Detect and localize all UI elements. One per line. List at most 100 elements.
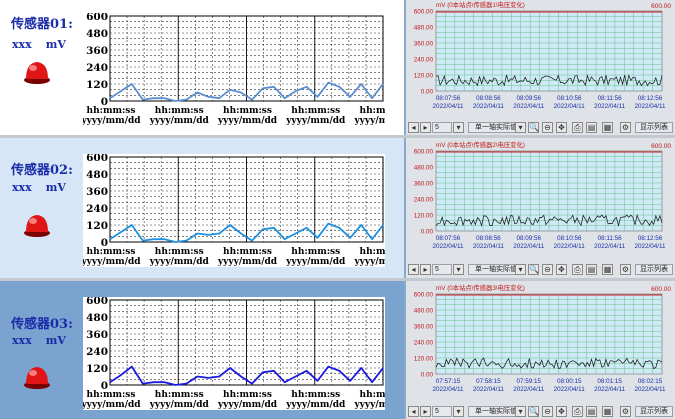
value-text: xxx [12,181,32,194]
x-time-label: hh:mm:ss [87,247,136,257]
scroll-left-button[interactable]: ◂ [408,264,419,275]
trend-title: mV (0本站点\传感器3\电压变化) [436,283,525,292]
y-tick-label: 0.00 [421,89,434,96]
grid-icon[interactable]: ▦ [602,406,613,417]
sensor-title: 传感器02: [11,163,73,178]
sensor-title: 传感器03: [11,317,73,332]
settings-icon[interactable]: ⚙ [620,122,631,133]
interval-field[interactable]: 5 [432,406,452,417]
print-icon[interactable]: ⎙ [572,122,583,133]
x-date-label: yyyy/mm/dd [285,116,346,126]
show-list-button[interactable]: 显示列表 [635,264,673,275]
sensor-value: xxx mV [12,38,80,51]
grid-icon[interactable]: ▦ [602,264,613,275]
x-time-label: 08:07:56 [436,235,461,242]
voltage-chart: 6004803602401200hh:mm:ssyyyy/mm/ddhh:mm:… [83,297,385,410]
sensor-row-3: 传感器03: xxx mV 600 480 360 240 120 0 hh:mm:ss yyy… [0,281,675,419]
x-time-label: 08:08:56 [476,95,501,102]
y-tick-label: 600 [86,154,108,164]
interval-field[interactable]: 5 [432,122,452,133]
y-tick-label: 360 [86,186,108,198]
x-time-label: hh:mm:ss [291,390,340,400]
scroll-right-button[interactable]: ▸ [420,122,431,133]
pan-icon[interactable]: ✥ [556,122,567,133]
print-icon[interactable]: ⎙ [572,264,583,275]
y-tick-label: 360 [86,45,108,57]
zoom-in-icon[interactable]: 🔍 [528,264,539,275]
trend-series-line [435,357,663,369]
x-date-label: yyyy/mm/dd [353,400,385,410]
x-time-label: hh:mm:ss [223,106,272,116]
y-tick-label: 240 [86,62,108,74]
save-icon[interactable]: ▤ [586,264,597,275]
scroll-right-button[interactable]: ▸ [420,264,431,275]
interval-field[interactable]: 5 [432,264,452,275]
trend-toolbar: ◂ ▸ 5 ▾ 单一轴实际值 ▾ 🔍 ⊖ ✥ ⎙ ▤ ▦ ⚙ 显示列表 [406,121,675,135]
x-time-label: 08:10:56 [557,95,582,102]
settings-icon[interactable]: ⚙ [620,406,631,417]
scroll-right-button[interactable]: ▸ [420,406,431,417]
trend-title: mV (0本站点\传感器2\电压变化) [436,140,525,149]
x-time-label: 08:12:56 [638,95,663,102]
x-time-label: 07:58:15 [476,378,501,385]
print-icon[interactable]: ⎙ [572,406,583,417]
voltage-chart: 6004803602401200hh:mm:ssyyyy/mm/ddhh:mm:… [83,13,385,126]
y-tick-label: 240.00 [414,57,434,64]
y-tick-label: 0 [101,96,108,108]
zoom-in-icon[interactable]: 🔍 [528,122,539,133]
y-tick-label: 600 [86,297,108,307]
y-tick-label: 120.00 [414,213,434,220]
zoom-out-icon[interactable]: ⊖ [542,406,553,417]
x-time-label: 07:57:15 [436,378,461,385]
y-tick-label: 600 [86,13,108,23]
x-date-label: 2022/04/11 [432,386,464,393]
pan-icon[interactable]: ✥ [556,264,567,275]
save-icon[interactable]: ▤ [586,122,597,133]
zoom-out-icon[interactable]: ⊖ [542,122,553,133]
chevron-down-icon[interactable]: ▾ [515,122,526,133]
y-tick-label: 0.00 [421,229,434,236]
value-text: xxx [12,38,32,51]
y-tick-label: 600.00 [414,292,434,299]
dropdown-arrow-icon[interactable]: ▾ [453,122,464,133]
y-tick-label: 240 [86,346,108,358]
max-label: 600.00 [651,143,671,150]
show-list-button[interactable]: 显示列表 [635,122,673,133]
zoom-out-icon[interactable]: ⊖ [542,264,553,275]
zoom-in-icon[interactable]: 🔍 [528,406,539,417]
chevron-down-icon[interactable]: ▾ [515,264,526,275]
x-date-label: 2022/04/11 [594,103,626,110]
dropdown-arrow-icon[interactable]: ▾ [453,406,464,417]
x-date-label: yyyy/mm/dd [217,116,278,126]
trend-window: mV (0本站点\传感器1\电压变化) 600.00 600.00 480.00 360… [406,0,675,135]
y-tick-label: 120 [86,79,108,91]
trend-toolbar: ◂ ▸ 5 ▾ 单一轴实际值 ▾ 🔍 ⊖ ✥ ⎙ ▤ ▦ ⚙ 显示列表 [406,405,675,419]
scroll-left-button[interactable]: ◂ [408,122,419,133]
y-tick-label: 360.00 [414,324,434,331]
chevron-down-icon[interactable]: ▾ [515,406,526,417]
voltage-series-line [109,81,384,102]
show-list-button[interactable]: 显示列表 [635,406,673,417]
save-icon[interactable]: ▤ [586,406,597,417]
pan-icon[interactable]: ✥ [556,406,567,417]
x-date-label: 2022/04/11 [513,103,545,110]
x-time-label: 08:09:56 [517,95,542,102]
settings-icon[interactable]: ⚙ [620,264,631,275]
dropdown-arrow-icon[interactable]: ▾ [453,264,464,275]
voltage-chart: 6004803602401200hh:mm:ssyyyy/mm/ddhh:mm:… [83,154,385,267]
x-date-label: yyyy/mm/dd [353,116,385,126]
y-tick-label: 480 [86,312,108,324]
grid-icon[interactable]: ▦ [602,122,613,133]
sensor-title: 传感器01: [11,17,73,32]
x-date-label: 2022/04/11 [594,386,626,393]
y-tick-label: 0 [101,237,108,249]
max-label: 600.00 [651,286,671,293]
trend-toolbar: ◂ ▸ 5 ▾ 单一轴实际值 ▾ 🔍 ⊖ ✥ ⎙ ▤ ▦ ⚙ 显示列表 [406,263,675,277]
y-tick-label: 480 [86,28,108,40]
scroll-left-button[interactable]: ◂ [408,406,419,417]
trend-chart: mV (0本站点\传感器2\电压变化) 600.00600.00480.00360… [414,140,672,250]
sensor-row-2: 传感器02: xxx mV 600 480 360 240 120 0 hh:mm:ss yyy… [0,138,675,278]
x-time-label: 08:02:15 [638,378,663,385]
x-time-label: 08:11:56 [598,235,623,242]
x-time-label: 08:07:56 [436,95,461,102]
